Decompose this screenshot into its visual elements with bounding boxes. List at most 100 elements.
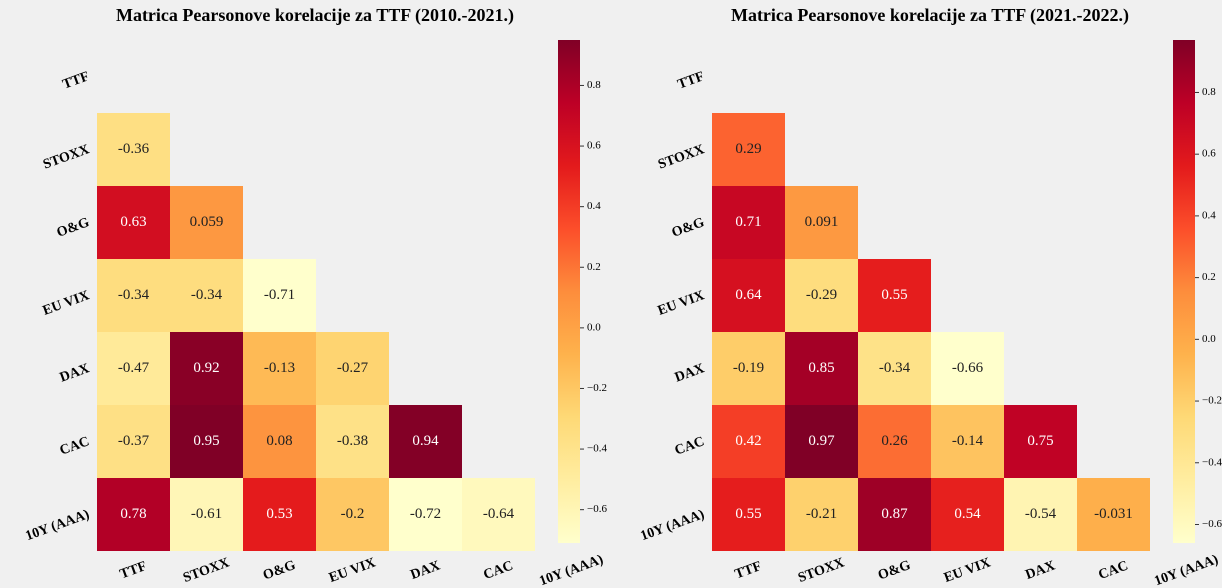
cell-label: 0.95 <box>193 433 219 449</box>
x-tick-label: DAX <box>1024 558 1058 582</box>
heatmap-cell <box>243 478 316 551</box>
cell-label: -0.2 <box>341 506 365 522</box>
heatmap-cell <box>785 186 858 259</box>
colorbar-tick-label: 0.6 <box>1202 148 1216 160</box>
y-tick-label: STOXX <box>656 142 706 173</box>
colorbar-tick-label: 0.2 <box>587 261 601 273</box>
y-tick-label: STOXX <box>41 142 91 173</box>
y-tick-label: O&G <box>55 215 92 241</box>
cell-label: -0.47 <box>118 360 150 376</box>
cell-label: 0.54 <box>954 506 981 522</box>
y-tick-label: EU VIX <box>41 288 92 319</box>
y-tick-label: CAC <box>58 434 92 458</box>
heatmap-cell <box>858 259 931 332</box>
heatmap-cell <box>712 405 785 478</box>
y-tick-label: DAX <box>673 361 707 385</box>
cell-label: 0.87 <box>881 506 908 522</box>
heatmap-cell <box>858 478 931 551</box>
heatmap-cell <box>97 332 170 405</box>
cell-label: -0.34 <box>118 287 150 303</box>
y-tick-label: 10Y (AAA) <box>24 507 92 544</box>
heatmap-cell <box>712 332 785 405</box>
colorbar-tick-label: 0.2 <box>1202 271 1216 283</box>
cell-label: -0.64 <box>483 506 515 522</box>
heatmap-cell <box>712 259 785 332</box>
heatmap-cell <box>712 113 785 186</box>
heatmap-cell <box>858 332 931 405</box>
colorbar-tick-label: −0.4 <box>587 443 607 455</box>
cell-label: 0.29 <box>735 141 761 157</box>
x-tick-label: STOXX <box>796 555 846 586</box>
heatmap-cell <box>785 405 858 478</box>
cell-label: 0.78 <box>120 506 146 522</box>
x-tick-label: EU VIX <box>327 555 378 586</box>
heatmap-cell <box>97 405 170 478</box>
heatmap-cell <box>170 332 243 405</box>
heatmap-cell <box>931 478 1004 551</box>
cell-label: -0.54 <box>1025 506 1057 522</box>
cell-label: 0.63 <box>120 214 146 230</box>
colorbar-tick-label: 0.4 <box>587 200 601 212</box>
cell-label: 0.75 <box>1027 433 1053 449</box>
cell-label: 0.92 <box>193 360 219 376</box>
colorbar <box>1173 40 1195 543</box>
colorbar-tick-label: 0.6 <box>587 140 601 152</box>
cell-label: -0.031 <box>1094 506 1133 522</box>
colorbar-tick-label: −0.2 <box>587 382 607 394</box>
cell-label: 0.64 <box>735 287 762 303</box>
cell-label: -0.37 <box>118 433 150 449</box>
x-tick-label: CAC <box>1097 558 1131 582</box>
y-tick-label: DAX <box>58 361 92 385</box>
cell-label: 0.85 <box>808 360 834 376</box>
cell-label: 0.091 <box>805 214 839 230</box>
cell-label: -0.72 <box>410 506 441 522</box>
x-tick-label: O&G <box>876 558 913 584</box>
colorbar-tick-label: −0.2 <box>1202 395 1222 407</box>
cell-label: 0.08 <box>266 433 292 449</box>
heatmap-cell <box>389 405 462 478</box>
x-tick-label: EU VIX <box>942 555 993 586</box>
cell-label: -0.38 <box>337 433 368 449</box>
x-tick-label: TTF <box>118 559 149 582</box>
colorbar-tick-label: 0.4 <box>1202 209 1216 221</box>
cell-label: -0.13 <box>264 360 295 376</box>
cell-label: -0.19 <box>733 360 764 376</box>
heatmap-cell <box>712 478 785 551</box>
cell-label: 0.53 <box>266 506 292 522</box>
cell-label: -0.27 <box>337 360 369 376</box>
heatmap-cell <box>1004 478 1077 551</box>
cell-label: 0.42 <box>735 433 761 449</box>
chart-title: Matrica Pearsonove korelacije za TTF (20… <box>731 5 1129 26</box>
heatmap-cell <box>243 405 316 478</box>
y-tick-label: TTF <box>61 69 92 92</box>
cell-label: -0.21 <box>806 506 837 522</box>
y-tick-label: EU VIX <box>656 288 707 319</box>
heatmap-cell <box>858 405 931 478</box>
colorbar-tick-label: −0.6 <box>1202 518 1222 530</box>
cell-label: 0.94 <box>412 433 439 449</box>
x-tick-label: CAC <box>482 558 516 582</box>
cell-label: 0.55 <box>881 287 907 303</box>
y-tick-label: CAC <box>673 434 707 458</box>
x-tick-label: O&G <box>261 558 298 584</box>
cell-label: 0.55 <box>735 506 761 522</box>
heatmap-cell <box>462 478 535 551</box>
heatmap-cell <box>97 186 170 259</box>
y-tick-label: O&G <box>670 215 707 241</box>
heatmap-cell <box>243 259 316 332</box>
heatmap-cell <box>785 478 858 551</box>
heatmap-cell <box>785 259 858 332</box>
heatmap-cell <box>97 259 170 332</box>
y-tick-label: TTF <box>676 69 707 92</box>
cell-label: 0.059 <box>190 214 224 230</box>
y-tick-label: 10Y (AAA) <box>639 507 707 544</box>
heatmap-cell <box>170 186 243 259</box>
heatmap-cell <box>316 405 389 478</box>
heatmap-cell <box>170 478 243 551</box>
heatmap-cell <box>931 405 1004 478</box>
x-tick-label: 10Y (AAA) <box>537 552 605 588</box>
x-tick-label: TTF <box>733 559 764 582</box>
cell-label: -0.14 <box>952 433 984 449</box>
x-tick-label: STOXX <box>181 555 231 586</box>
